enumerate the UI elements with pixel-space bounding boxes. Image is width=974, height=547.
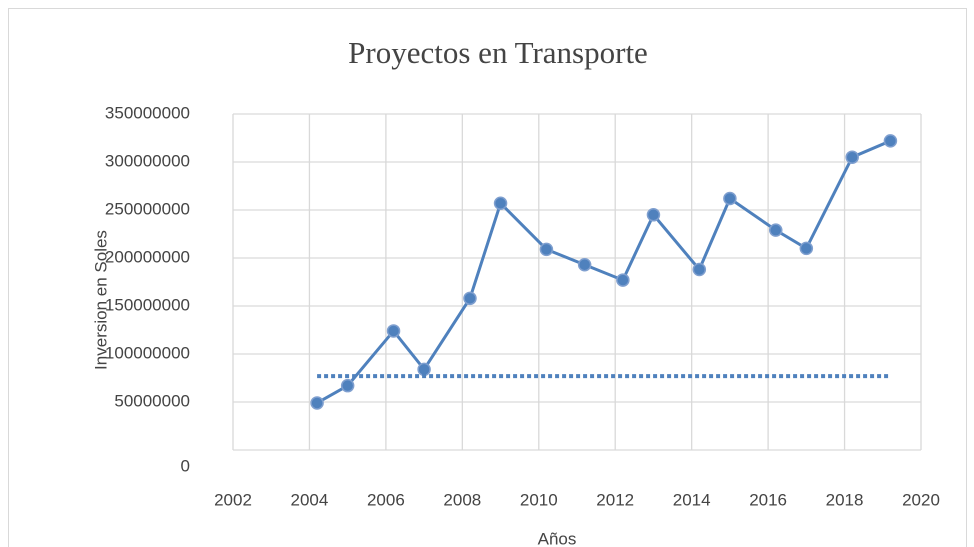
data-point: [577, 257, 592, 272]
data-point: [463, 291, 477, 306]
x-tick-label: 2008: [443, 490, 481, 509]
x-tick-label: 2016: [749, 490, 787, 509]
y-tick-label: 150000000: [105, 295, 190, 314]
x-tick-label: 2014: [673, 490, 711, 509]
x-tick-label: 2012: [596, 490, 634, 509]
data-point: [616, 273, 630, 287]
y-axis-label: Inversion en Soles: [91, 230, 110, 370]
x-axis-label: Años: [538, 529, 577, 547]
data-point: [845, 150, 859, 164]
data-point: [417, 362, 431, 377]
chart-title: Proyectos en Transporte: [348, 35, 648, 70]
series-line: [316, 139, 892, 405]
y-tick-label: 350000000: [105, 103, 190, 122]
data-point: [799, 241, 814, 256]
y-tick-label: 0: [181, 456, 190, 475]
y-tick-label: 300000000: [105, 151, 190, 170]
data-point: [883, 134, 898, 148]
x-tick-label: 2006: [367, 490, 405, 509]
x-tick-label: 2020: [902, 490, 940, 509]
data-point: [692, 262, 707, 277]
x-tick-label: 2018: [826, 490, 864, 509]
data-point: [340, 378, 355, 393]
data-point: [723, 191, 737, 206]
x-tick-label: 2002: [214, 490, 252, 509]
chart-frame: [8, 8, 967, 547]
x-tick-label: 2010: [520, 490, 558, 509]
y-tick-label: 200000000: [105, 247, 190, 266]
data-point: [646, 208, 661, 222]
x-tick-label: 2004: [291, 490, 329, 509]
data-point: [769, 223, 783, 237]
data-point: [539, 242, 554, 257]
y-tick-label: 50000000: [114, 391, 190, 410]
data-point: [493, 196, 508, 211]
data-point: [310, 396, 324, 410]
y-tick-label: 250000000: [105, 199, 190, 218]
y-tick-label: 100000000: [105, 343, 190, 362]
data-point: [386, 324, 401, 338]
